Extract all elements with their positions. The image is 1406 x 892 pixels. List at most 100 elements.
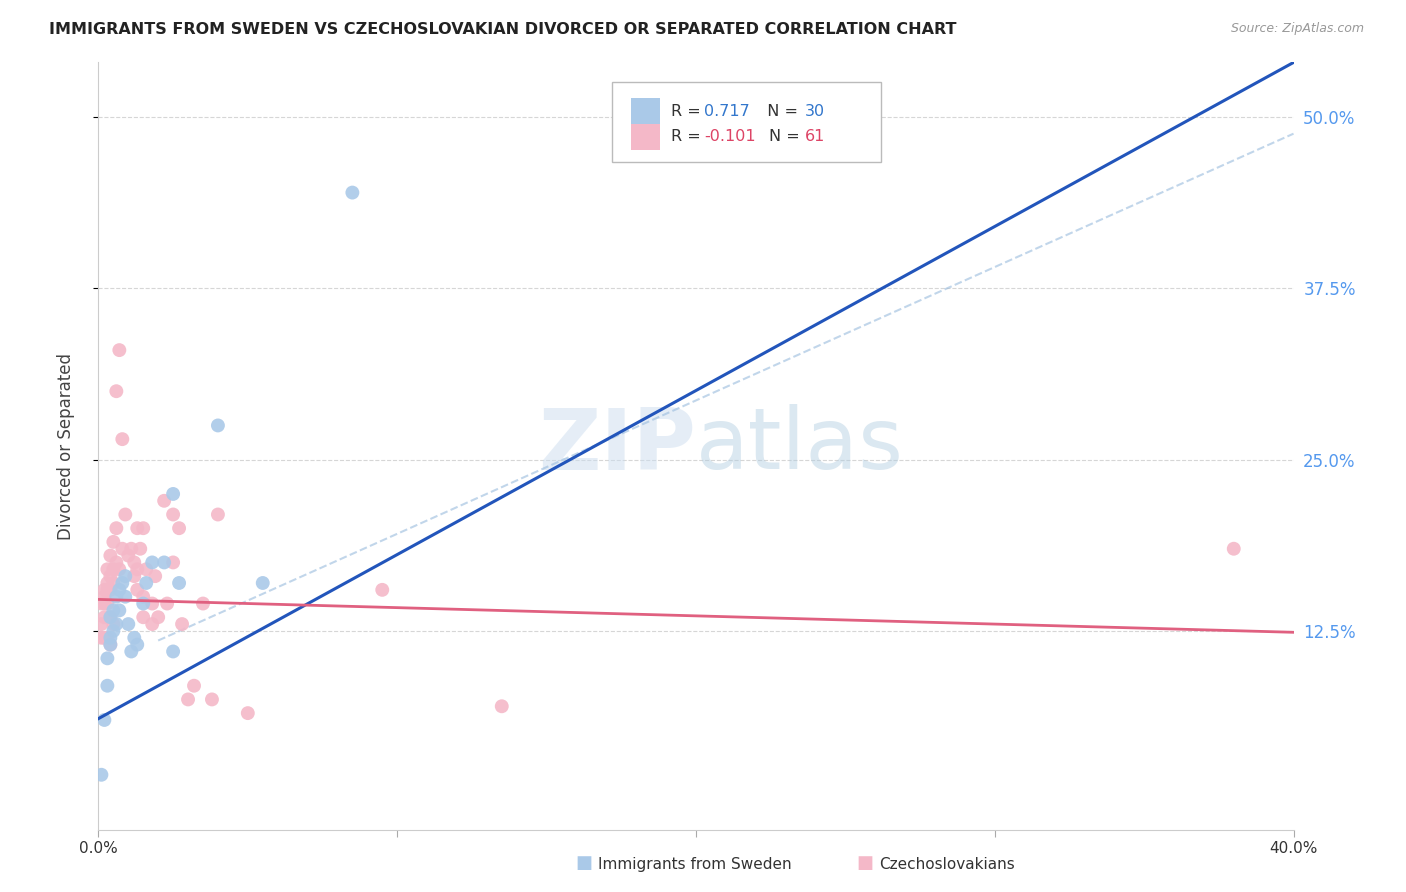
Point — [103, 624, 125, 638]
Point — [105, 617, 128, 632]
Point — [127, 638, 149, 652]
Point — [162, 644, 184, 658]
Point — [124, 631, 146, 645]
Point — [93, 631, 115, 645]
Point — [156, 597, 179, 611]
FancyBboxPatch shape — [613, 81, 882, 162]
Text: Czechoslovakians: Czechoslovakians — [879, 857, 1015, 872]
Point — [172, 617, 194, 632]
Point — [105, 590, 128, 604]
Point — [135, 576, 157, 591]
Point — [103, 576, 125, 591]
Point — [207, 508, 229, 522]
Point — [108, 582, 131, 597]
Point — [167, 521, 190, 535]
Point — [96, 582, 118, 597]
Point — [120, 541, 142, 556]
Point — [135, 562, 157, 576]
Point — [132, 590, 155, 604]
Point — [141, 556, 163, 570]
Point — [342, 186, 364, 200]
Point — [90, 768, 112, 782]
Point — [252, 576, 274, 591]
Point — [98, 582, 122, 597]
Point — [120, 644, 142, 658]
Point — [98, 631, 122, 645]
Point — [117, 549, 139, 563]
Text: IMMIGRANTS FROM SWEDEN VS CZECHOSLOVAKIAN DIVORCED OR SEPARATED CORRELATION CHAR: IMMIGRANTS FROM SWEDEN VS CZECHOSLOVAKIA… — [49, 22, 956, 37]
Point — [124, 569, 146, 583]
Point — [127, 562, 149, 576]
Text: ZIP: ZIP — [538, 404, 696, 488]
Point — [98, 549, 122, 563]
Point — [108, 562, 131, 576]
Point — [162, 487, 184, 501]
Point — [108, 603, 131, 617]
Point — [111, 541, 134, 556]
Text: R =: R = — [671, 129, 706, 145]
Point — [103, 617, 125, 632]
Point — [111, 432, 134, 446]
Point — [96, 576, 118, 591]
Point — [105, 556, 128, 570]
Point — [1223, 541, 1246, 556]
Point — [117, 617, 139, 632]
Point — [90, 597, 112, 611]
Point — [96, 631, 118, 645]
Point — [103, 603, 125, 617]
Point — [105, 521, 128, 535]
Point — [141, 617, 163, 632]
Point — [93, 597, 115, 611]
Point — [90, 631, 112, 645]
Point — [183, 679, 205, 693]
Point — [191, 597, 214, 611]
Point — [162, 556, 184, 570]
Point — [148, 610, 170, 624]
Point — [111, 576, 134, 591]
Point — [93, 590, 115, 604]
Point — [143, 569, 166, 583]
Point — [98, 610, 122, 624]
Text: -0.101: -0.101 — [704, 129, 756, 145]
Point — [162, 508, 184, 522]
Text: Source: ZipAtlas.com: Source: ZipAtlas.com — [1230, 22, 1364, 36]
Text: ■: ■ — [575, 855, 592, 872]
Point — [98, 610, 122, 624]
Point — [114, 508, 136, 522]
Point — [105, 384, 128, 399]
Point — [129, 541, 152, 556]
Text: 30: 30 — [804, 104, 825, 119]
Point — [371, 582, 394, 597]
Point — [96, 562, 118, 576]
Point — [90, 617, 112, 632]
Point — [491, 699, 513, 714]
Point — [96, 679, 118, 693]
Text: 0.717: 0.717 — [704, 104, 749, 119]
Point — [114, 590, 136, 604]
Point — [98, 638, 122, 652]
Point — [132, 521, 155, 535]
Point — [177, 692, 200, 706]
Point — [98, 569, 122, 583]
Point — [153, 493, 176, 508]
Point — [103, 534, 125, 549]
Point — [124, 556, 146, 570]
Text: N =: N = — [756, 104, 803, 119]
Text: N =: N = — [769, 129, 804, 145]
Point — [93, 610, 115, 624]
Point — [127, 582, 149, 597]
Text: 61: 61 — [804, 129, 825, 145]
Point — [127, 521, 149, 535]
Text: R =: R = — [671, 104, 706, 119]
Point — [93, 713, 115, 727]
Point — [93, 582, 115, 597]
Point — [114, 569, 136, 583]
Point — [153, 556, 176, 570]
Point — [96, 597, 118, 611]
Point — [167, 576, 190, 591]
Point — [132, 610, 155, 624]
Point — [132, 597, 155, 611]
Text: atlas: atlas — [696, 404, 904, 488]
Point — [103, 562, 125, 576]
Point — [141, 597, 163, 611]
